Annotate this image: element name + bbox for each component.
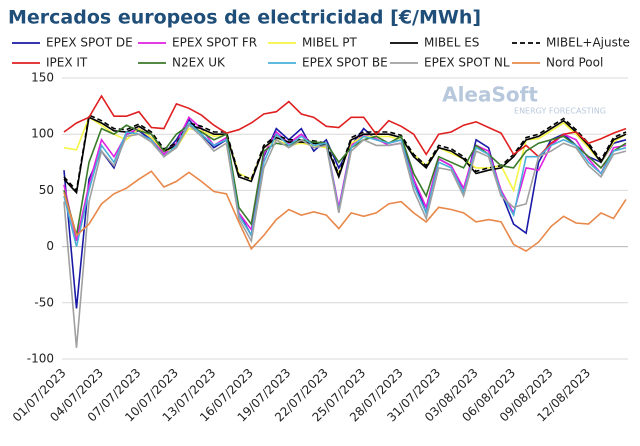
legend-label: Nord Pool <box>546 56 603 70</box>
series-line <box>63 94 627 158</box>
watermark-sub: ENERGY FORECASTING <box>514 107 606 116</box>
series-line <box>63 170 627 253</box>
y-tick-label: -50 <box>34 295 54 309</box>
y-tick-label: 0 <box>46 239 54 253</box>
legend-label: EPEX SPOT NL <box>424 56 510 70</box>
y-tick-label: 100 <box>31 127 54 141</box>
series-line <box>63 123 627 348</box>
y-tick-label: -100 <box>27 352 54 366</box>
watermark: AleaSoft <box>442 83 538 107</box>
legend-label: EPEX SPOT BE <box>302 56 388 70</box>
series-line <box>63 124 627 236</box>
legend-label: MIBEL PT <box>302 36 357 50</box>
legend-label: MIBEL+Ajuste <box>546 36 630 50</box>
legend-label: EPEX SPOT FR <box>172 36 257 50</box>
y-tick-label: 50 <box>39 183 54 197</box>
series-line <box>63 118 627 309</box>
legend-label: IPEX IT <box>46 56 88 70</box>
legend-label: N2EX UK <box>172 56 226 70</box>
y-tick-label: 150 <box>31 71 54 85</box>
chart-title: Mercados europeos de electricidad [€/MWh… <box>8 7 481 29</box>
legend-label: MIBEL ES <box>424 36 479 50</box>
legend-label: EPEX SPOT DE <box>46 36 133 50</box>
